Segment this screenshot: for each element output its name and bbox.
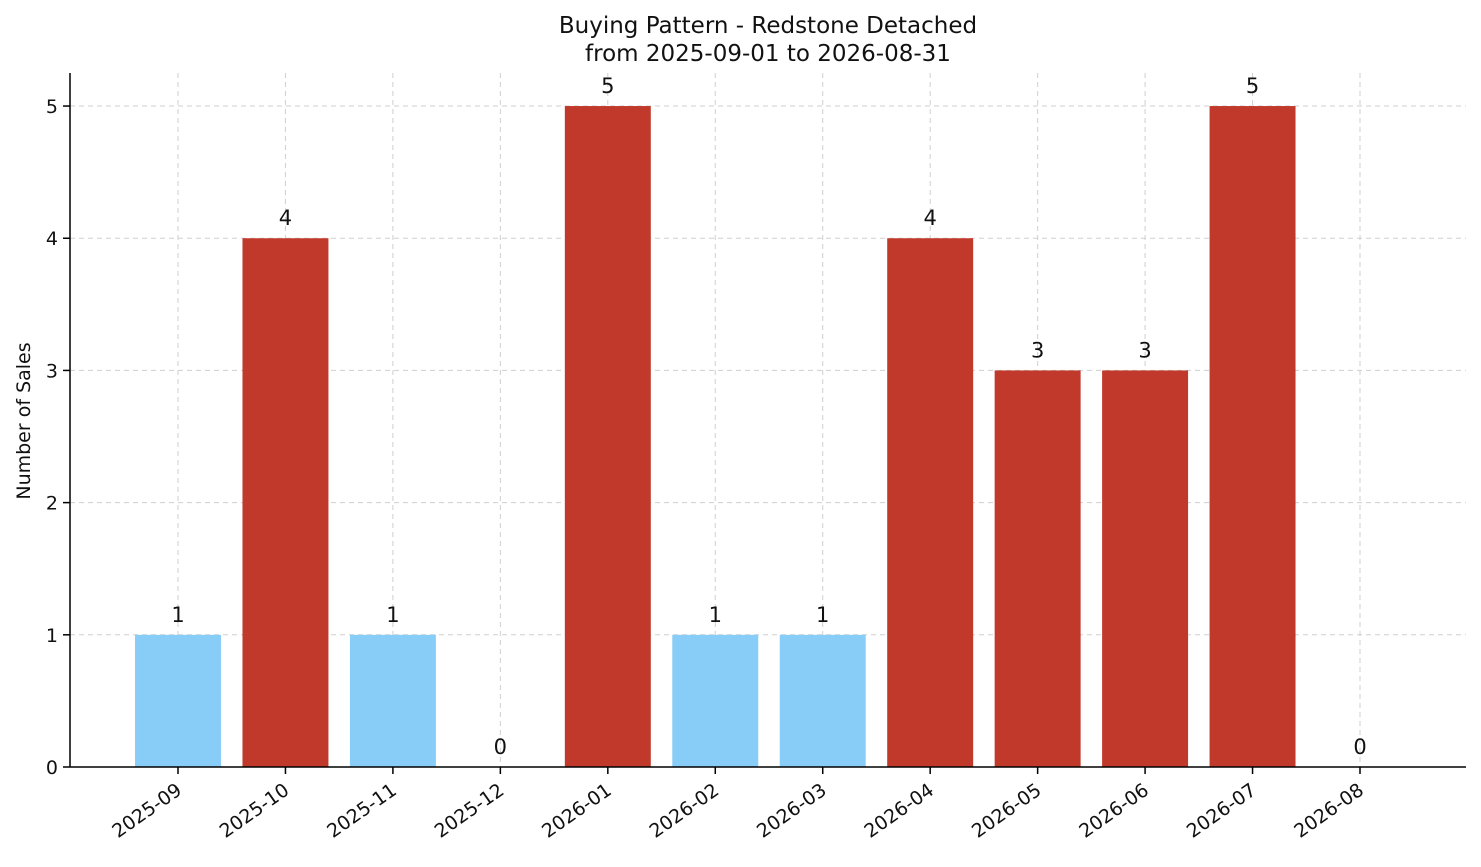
data-label: 4 <box>923 206 936 230</box>
x-tick-label: 2026-01 <box>538 779 616 843</box>
chart-title: Buying Pattern - Redstone Detached <box>559 13 977 39</box>
y-tick-label: 0 <box>46 757 58 779</box>
y-tick-label: 1 <box>46 625 58 647</box>
axes-layer <box>63 73 1466 774</box>
x-tick-label: 2026-05 <box>968 779 1046 843</box>
data-label: 0 <box>494 735 507 759</box>
data-label: 3 <box>1138 338 1151 362</box>
x-tick-label: 2025-11 <box>323 779 401 843</box>
data-label: 1 <box>709 603 722 627</box>
data-label: 5 <box>601 74 614 98</box>
y-tick-label: 3 <box>46 360 58 382</box>
bar <box>564 106 651 768</box>
bar <box>1209 106 1296 768</box>
x-tick-label: 2025-12 <box>431 779 509 843</box>
bar <box>779 634 866 767</box>
bar <box>994 370 1081 767</box>
y-axis-label: Number of Sales <box>13 342 35 499</box>
x-tick-label: 2026-08 <box>1290 779 1368 843</box>
bar <box>349 634 436 767</box>
y-tick-label: 4 <box>46 228 58 250</box>
chart-subtitle: from 2025-09-01 to 2026-08-31 <box>585 41 951 67</box>
data-label: 1 <box>386 603 399 627</box>
data-label: 1 <box>171 603 184 627</box>
x-tick-label: 2026-02 <box>645 779 723 843</box>
bar <box>1102 370 1189 767</box>
x-tick-label: 2026-03 <box>753 779 831 843</box>
x-tick-label: 2026-06 <box>1075 779 1153 843</box>
bar <box>242 238 329 767</box>
data-label: 0 <box>1353 735 1366 759</box>
y-tick-label: 2 <box>46 493 58 515</box>
x-tick-label: 2026-04 <box>860 779 938 843</box>
bar <box>672 634 759 767</box>
bar <box>887 238 974 767</box>
x-tick-label: 2025-09 <box>108 779 186 843</box>
y-tick-label: 5 <box>46 96 58 118</box>
data-label: 1 <box>816 603 829 627</box>
x-tick-label: 2025-10 <box>216 779 294 843</box>
x-tick-label: 2026-07 <box>1183 779 1261 843</box>
data-label: 3 <box>1031 338 1044 362</box>
data-label: 5 <box>1246 74 1259 98</box>
bar <box>135 634 221 767</box>
data-label: 4 <box>279 206 292 230</box>
bars-layer <box>135 106 1296 768</box>
